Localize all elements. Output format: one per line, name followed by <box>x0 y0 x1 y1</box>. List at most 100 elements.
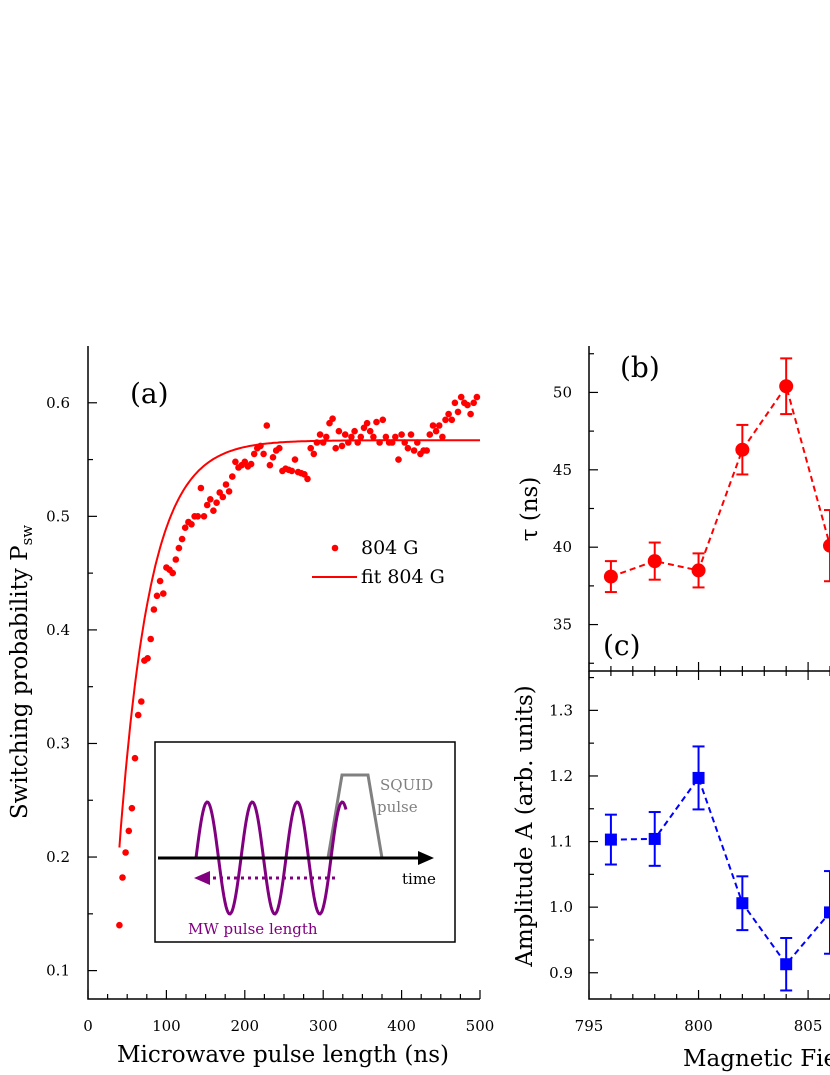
data-point <box>225 488 233 495</box>
data-point <box>341 431 349 438</box>
data-point <box>398 431 405 438</box>
data-point <box>266 461 274 469</box>
panel-a-ylabel-main: Switching probability P <box>7 545 33 819</box>
panel-c-axes <box>588 671 830 1000</box>
data-point <box>304 475 311 483</box>
data-point <box>131 754 139 762</box>
panel-c-x-ticks: 795 800 805 <box>575 671 830 1035</box>
amplitude-point <box>780 958 793 971</box>
data-point <box>376 439 383 446</box>
y-tick-label: 50 <box>553 383 572 401</box>
mw-length-arrow-head <box>194 871 210 885</box>
data-point <box>169 569 176 577</box>
data-point <box>348 433 355 441</box>
data-point <box>363 419 371 427</box>
data-point <box>404 444 412 452</box>
y-tick-label: 0.6 <box>46 394 70 412</box>
data-point <box>414 439 421 446</box>
data-point <box>172 556 180 563</box>
data-point <box>219 493 227 501</box>
x-tick-label: 400 <box>387 1017 416 1035</box>
tau-dashed-line <box>610 383 830 578</box>
data-point <box>445 410 452 418</box>
time-arrow-head <box>418 851 434 865</box>
y-tick-label: 40 <box>553 538 572 556</box>
data-point <box>116 921 123 929</box>
data-point <box>401 439 409 446</box>
squid-label: SQUID <box>380 776 433 794</box>
data-point <box>442 416 449 424</box>
data-point <box>366 427 374 435</box>
panel-a-ylabel-sub: sw <box>18 525 36 546</box>
y-tick-label: 45 <box>553 461 572 479</box>
amplitude-point <box>648 832 661 845</box>
data-point <box>467 410 474 418</box>
data-point <box>357 433 365 441</box>
data-point <box>435 422 443 429</box>
data-point <box>388 439 396 446</box>
tau-point <box>779 379 794 394</box>
panel-a-xlabel: Microwave pulse length (ns) <box>117 1042 449 1068</box>
panel-b-y-ticks: 35 40 45 50 <box>553 353 598 664</box>
data-point <box>323 433 330 441</box>
x-tick-label: 200 <box>230 1017 259 1035</box>
data-point <box>426 431 434 438</box>
amplitude-point <box>824 906 830 919</box>
data-point <box>423 447 431 454</box>
y-tick-label: 1.2 <box>549 767 573 785</box>
data-point <box>122 849 129 856</box>
squid-pulse-label: pulse <box>377 798 418 816</box>
data-point <box>382 433 390 441</box>
fit-curve <box>118 439 480 848</box>
data-point <box>351 427 358 435</box>
data-point <box>313 439 321 446</box>
panel-a-ylabel: Switching probability Psw <box>7 525 36 819</box>
panel-a: 0 100 200 300 400 500 0.10.20.30.40.50.6 (a) … <box>7 346 494 1068</box>
legend-label-fit: fit 804 G <box>361 566 445 588</box>
data-point <box>175 544 183 552</box>
data-point <box>269 454 277 461</box>
x-tick-label: 100 <box>152 1017 181 1035</box>
panel-c-series <box>604 745 830 992</box>
tau-point <box>823 538 830 553</box>
data-point <box>257 442 264 450</box>
data-point <box>250 450 258 458</box>
y-tick-label: 0.3 <box>46 734 70 752</box>
data-point <box>379 416 387 424</box>
y-tick-label: 1.0 <box>549 898 573 916</box>
panel-b-series <box>603 357 830 594</box>
data-point <box>316 431 324 438</box>
data-point <box>370 433 377 441</box>
data-point <box>213 499 220 507</box>
panel-c-label-text: (c) <box>603 629 641 662</box>
data-point <box>222 481 230 488</box>
data-point <box>134 711 142 719</box>
panel-c-xlabel: Magnetic Fie <box>683 1046 830 1072</box>
data-point <box>160 590 167 597</box>
tau-point <box>691 563 706 578</box>
data-point <box>203 501 211 509</box>
data-point <box>410 447 418 454</box>
data-point <box>153 592 161 600</box>
data-point <box>345 439 352 446</box>
x-tick-label: 805 <box>794 1017 823 1035</box>
panel-b-x-ticks <box>588 662 830 671</box>
data-point <box>307 444 315 452</box>
panel-b-axes <box>588 346 830 672</box>
inset-schematic: SQUID pulse time MW pulse length <box>154 741 456 943</box>
panel-a-label: (a) <box>130 377 169 410</box>
data-point <box>260 450 267 458</box>
amplitude-point <box>604 833 617 846</box>
data-point <box>392 433 399 441</box>
data-point <box>119 874 126 881</box>
time-label: time <box>402 870 436 888</box>
data-point <box>207 496 214 503</box>
x-tick-label: 300 <box>309 1017 338 1035</box>
panel-b: 35 40 45 50 (b) τ (ns) <box>517 346 830 672</box>
tau-point <box>603 569 618 584</box>
data-point <box>291 456 299 463</box>
panel-b-label: (b) <box>620 351 660 384</box>
data-point <box>263 422 271 429</box>
x-tick-label: 800 <box>684 1017 713 1035</box>
panel-b-ylabel: τ (ns) <box>517 477 543 542</box>
